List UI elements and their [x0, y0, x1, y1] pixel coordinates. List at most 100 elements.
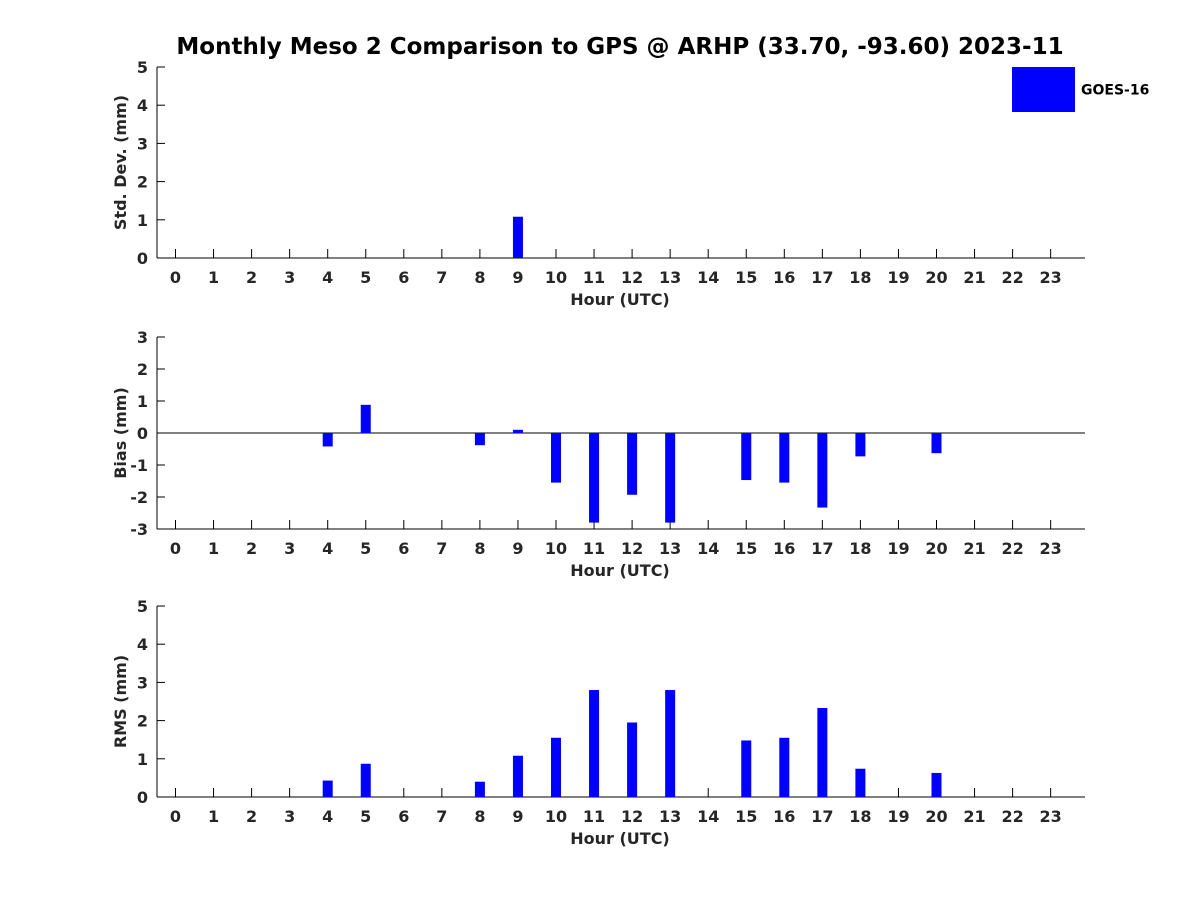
x-tick-label: 21: [963, 539, 985, 558]
y-tick-label: 2: [137, 173, 148, 192]
x-tick-label: 0: [170, 807, 181, 826]
bar: [627, 722, 638, 797]
x-tick-label: 13: [659, 268, 681, 287]
x-tick-label: 13: [659, 539, 681, 558]
x-tick-label: 14: [697, 539, 719, 558]
x-tick-label: 3: [284, 807, 295, 826]
chart-title: Monthly Meso 2 Comparison to GPS @ ARHP …: [176, 34, 1063, 60]
x-tick-label: 4: [322, 807, 333, 826]
y-axis-label: Bias (mm): [111, 387, 130, 479]
x-tick-label: 21: [963, 807, 985, 826]
x-axis-label: Hour (UTC): [570, 829, 670, 848]
x-tick-label: 1: [208, 807, 219, 826]
x-tick-label: 11: [583, 268, 605, 287]
y-tick-label: 4: [137, 635, 148, 654]
x-axis-label: Hour (UTC): [570, 290, 670, 309]
bar: [817, 433, 828, 508]
bar: [665, 433, 676, 523]
x-tick-label: 22: [1001, 268, 1023, 287]
y-tick-label: 0: [137, 249, 148, 268]
x-tick-label: 16: [773, 539, 795, 558]
legend-label: GOES-16: [1081, 83, 1149, 99]
x-tick-label: 2: [246, 539, 257, 558]
x-tick-label: 15: [735, 539, 757, 558]
y-tick-label: 5: [137, 597, 148, 616]
x-tick-label: 19: [887, 268, 909, 287]
x-tick-label: 8: [474, 807, 485, 826]
bar: [512, 755, 523, 797]
bar: [551, 433, 561, 483]
x-tick-label: 12: [621, 807, 643, 826]
x-tick-label: 2: [246, 807, 257, 826]
x-tick-label: 7: [436, 539, 447, 558]
x-tick-label: 1: [208, 268, 219, 287]
x-tick-label: 15: [735, 807, 757, 826]
x-tick-label: 19: [887, 807, 909, 826]
bar: [779, 737, 790, 797]
x-tick-label: 2: [246, 268, 257, 287]
x-tick-label: 23: [1040, 268, 1062, 287]
bar: [817, 707, 828, 797]
x-tick-label: 18: [849, 807, 871, 826]
x-tick-label: 20: [925, 539, 947, 558]
x-tick-label: 20: [925, 268, 947, 287]
x-tick-label: 21: [963, 268, 985, 287]
y-tick-label: -3: [130, 520, 148, 539]
x-tick-label: 9: [512, 539, 523, 558]
bar: [551, 737, 561, 797]
x-tick-label: 22: [1001, 539, 1023, 558]
x-axis-label: Hour (UTC): [570, 561, 670, 580]
bar: [931, 433, 942, 454]
bar: [931, 772, 942, 797]
x-tick-label: 10: [545, 268, 567, 287]
bar: [322, 433, 333, 447]
bar: [512, 216, 523, 258]
bar: [360, 404, 371, 433]
y-tick-label: 3: [137, 328, 148, 347]
legend: GOES-16: [1012, 67, 1149, 112]
bar: [779, 433, 790, 483]
y-tick-label: 1: [137, 211, 148, 230]
bar: [589, 433, 600, 523]
x-tick-label: 5: [360, 539, 371, 558]
legend-swatch: [1012, 67, 1075, 112]
y-tick-label: 5: [137, 58, 148, 77]
y-tick-label: 0: [137, 788, 148, 807]
y-tick-label: 4: [137, 96, 148, 115]
x-tick-label: 9: [512, 807, 523, 826]
x-tick-label: 3: [284, 539, 295, 558]
y-tick-label: -2: [130, 488, 148, 507]
bar: [589, 690, 600, 797]
x-tick-label: 23: [1040, 539, 1062, 558]
x-tick-label: 12: [621, 268, 643, 287]
x-tick-label: 18: [849, 268, 871, 287]
x-tick-label: 0: [170, 268, 181, 287]
x-tick-label: 8: [474, 539, 485, 558]
x-tick-label: 6: [398, 807, 409, 826]
x-tick-label: 23: [1040, 807, 1062, 826]
x-tick-label: 1: [208, 539, 219, 558]
bar: [855, 433, 866, 457]
x-tick-label: 22: [1001, 807, 1023, 826]
bar: [512, 429, 523, 433]
bar: [665, 690, 676, 797]
x-tick-label: 5: [360, 268, 371, 287]
y-tick-label: 3: [137, 134, 148, 153]
x-tick-label: 8: [474, 268, 485, 287]
x-tick-label: 15: [735, 268, 757, 287]
x-tick-label: 12: [621, 539, 643, 558]
bar: [322, 780, 333, 797]
bar: [741, 740, 752, 797]
x-tick-label: 7: [436, 268, 447, 287]
x-tick-label: 19: [887, 539, 909, 558]
y-tick-label: 1: [137, 750, 148, 769]
x-tick-label: 20: [925, 807, 947, 826]
x-tick-label: 16: [773, 807, 795, 826]
x-tick-label: 17: [811, 539, 833, 558]
bar: [741, 433, 752, 481]
x-tick-label: 10: [545, 539, 567, 558]
x-tick-label: 17: [811, 807, 833, 826]
x-tick-label: 6: [398, 539, 409, 558]
